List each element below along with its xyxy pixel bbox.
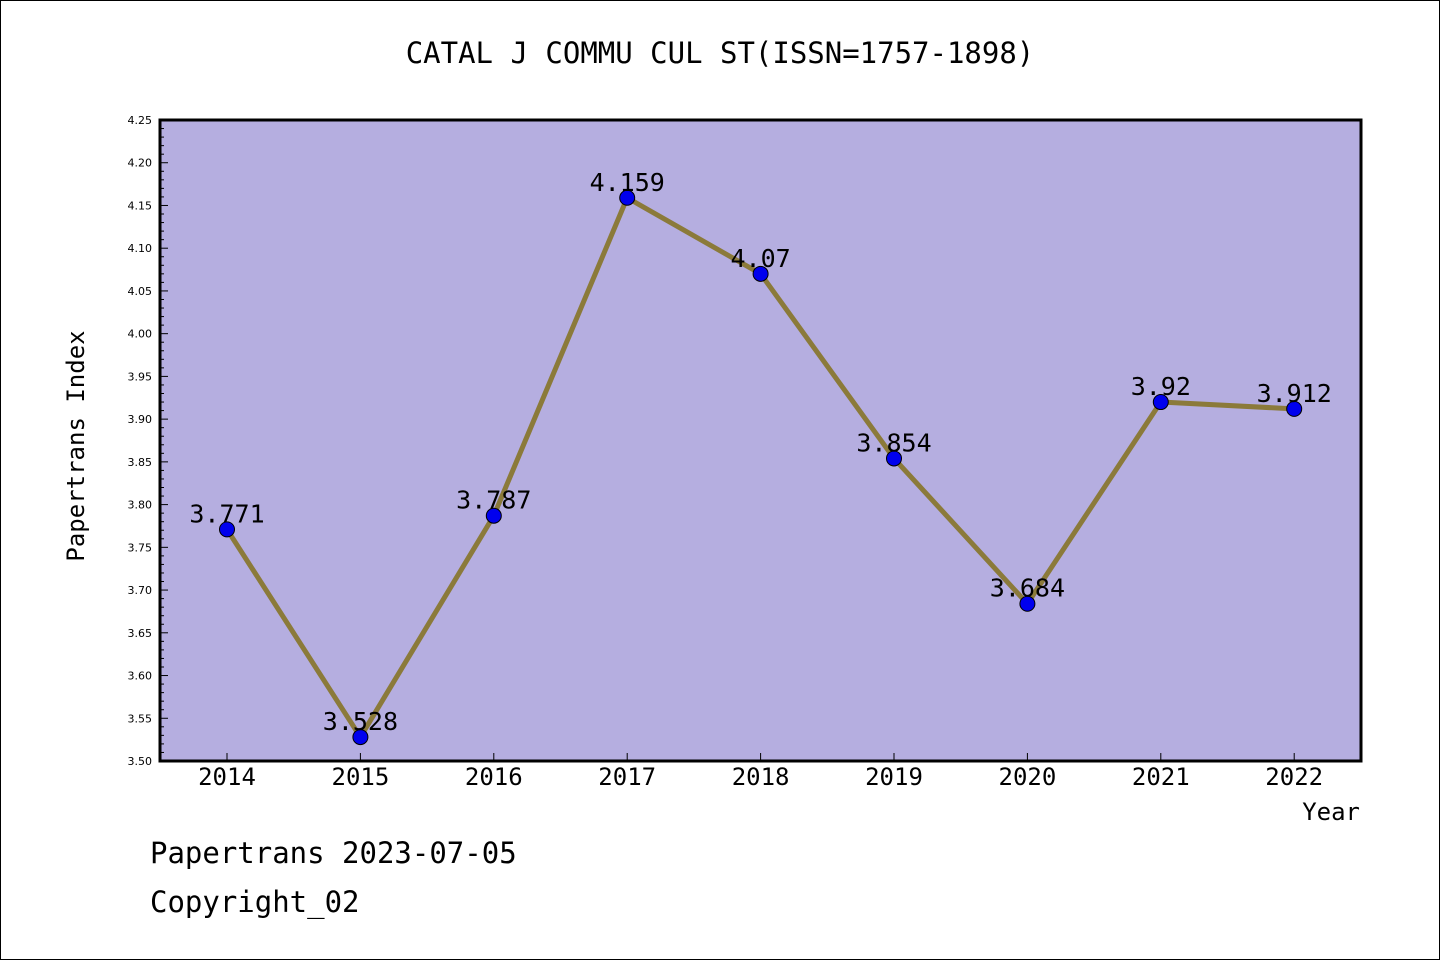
data-label-2014: 3.771: [189, 499, 264, 528]
data-point-2018: [752, 265, 769, 282]
y-tick-label-3: 3.65: [128, 627, 153, 640]
x-tick-label-6: 2020: [999, 763, 1057, 791]
data-point-2014: [219, 521, 235, 538]
data-label-2016: 3.787: [456, 486, 531, 515]
data-label-2017: 4.159: [590, 168, 665, 197]
y-tick-label-1: 3.55: [128, 712, 153, 725]
y-tick-label-11: 4.05: [128, 285, 153, 298]
footer-date: Papertrans 2023-07-05: [150, 836, 517, 870]
y-tick-label-2: 3.60: [128, 670, 153, 683]
x-tick-label-7: 2021: [1132, 763, 1190, 791]
data-label-2022: 3.912: [1257, 379, 1332, 408]
y-tick-label-0: 3.50: [128, 755, 153, 768]
data-label-2018: 4.07: [730, 244, 790, 273]
data-point-2015: [352, 729, 369, 746]
y-tick-label-10: 4.00: [128, 328, 153, 341]
series-group: [219, 189, 1303, 746]
y-tick-label-6: 3.80: [128, 499, 153, 512]
y-tick-label-4: 3.70: [128, 584, 153, 597]
x-tick-label-4: 2018: [732, 763, 790, 791]
data-labels: 3.771 3.528 3.787 4.159 4.07 3.854 3.684 3.92 3.…: [189, 168, 1331, 736]
data-point-2016: [485, 507, 502, 524]
y-tick-label-9: 3.95: [128, 370, 153, 383]
y-tick-label-5: 3.75: [128, 541, 153, 554]
x-tick-label-8: 2022: [1265, 763, 1323, 791]
y-tick-label-8: 3.90: [128, 413, 153, 426]
y-tick-label-15: 4.25: [128, 114, 153, 127]
x-tick-label-3: 2017: [598, 763, 656, 791]
y-axis-label: Papertrans Index: [62, 330, 90, 561]
data-point-2019: [886, 450, 902, 467]
x-axis-ticks: 2014 2015 2016 2017 2018 2019 2020 2021 2022: [198, 753, 1323, 791]
data-label-2019: 3.854: [856, 428, 931, 457]
x-tick-label-0: 2014: [198, 763, 256, 791]
y-tick-label-14: 4.20: [128, 157, 153, 170]
y-tick-label-12: 4.10: [128, 242, 153, 255]
x-tick-label-2: 2016: [465, 763, 523, 791]
x-tick-label-1: 2015: [332, 763, 390, 791]
data-label-2020: 3.684: [990, 574, 1065, 603]
data-point-2020: [1019, 595, 1036, 612]
y-axis-ticks: 3.50 3.55 3.60 3.65 3.70 3.75 3.80 3.85 3.90 3.95…: [128, 114, 168, 768]
plot-area: [158, 118, 1363, 763]
y-tick-label-13: 4.15: [128, 199, 153, 212]
data-point-2017: [619, 189, 636, 206]
data-label-2015: 3.528: [323, 707, 398, 736]
y-tick-label-7: 3.85: [128, 456, 153, 469]
x-axis-label: Year: [1302, 798, 1360, 826]
data-point-2021: [1152, 394, 1169, 411]
data-point-2022: [1286, 400, 1303, 417]
footer-copyright: Copyright_02: [150, 885, 360, 919]
chart-title: CATAL J COMMU CUL ST(ISSN=1757-1898): [405, 36, 1035, 70]
x-tick-label-5: 2019: [865, 763, 923, 791]
data-label-2021: 3.92: [1131, 372, 1191, 401]
